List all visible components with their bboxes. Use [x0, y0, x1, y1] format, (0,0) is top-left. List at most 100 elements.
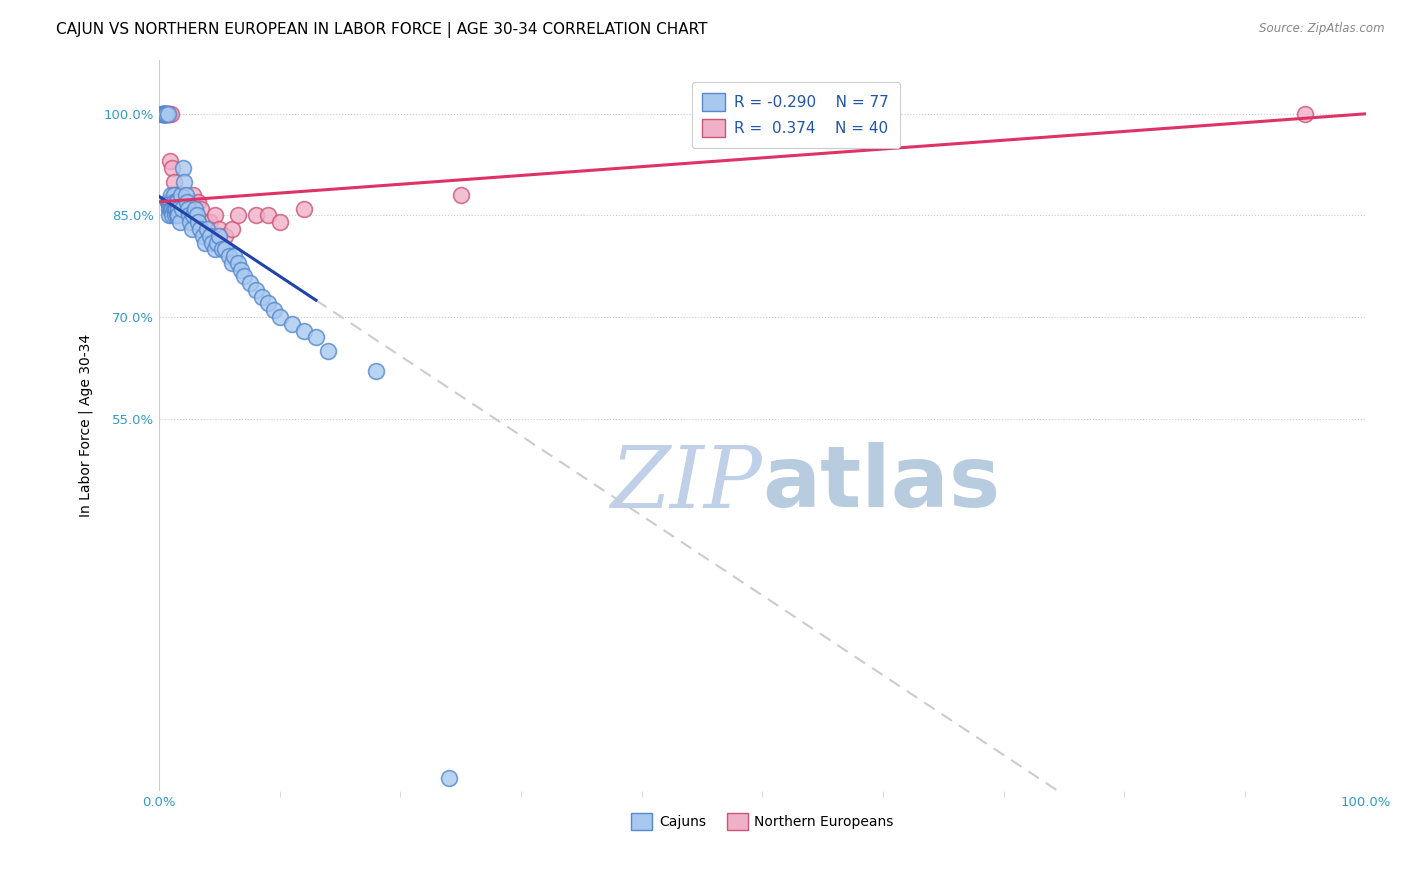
Point	[181, 188, 204, 202]
Point	[174, 188, 197, 202]
Point	[165, 194, 187, 209]
Point	[162, 194, 184, 209]
Point	[194, 215, 217, 229]
Point	[153, 107, 176, 121]
Point	[160, 202, 183, 216]
Point	[292, 202, 315, 216]
Point	[155, 107, 177, 121]
Point	[187, 215, 209, 229]
Point	[170, 194, 193, 209]
Point	[172, 194, 194, 209]
Point	[184, 202, 207, 216]
Point	[204, 208, 226, 222]
Point	[157, 194, 180, 209]
Point	[152, 107, 174, 121]
Point	[208, 222, 231, 236]
Point	[292, 324, 315, 338]
Point	[162, 161, 184, 175]
Point	[169, 194, 191, 209]
Point	[269, 215, 291, 229]
Point	[188, 222, 211, 236]
Point	[221, 222, 243, 236]
Point	[232, 269, 254, 284]
Text: CAJUN VS NORTHERN EUROPEAN IN LABOR FORCE | AGE 30-34 CORRELATION CHART: CAJUN VS NORTHERN EUROPEAN IN LABOR FORC…	[56, 22, 707, 38]
Point	[201, 235, 224, 250]
Point	[214, 242, 236, 256]
Point	[172, 161, 194, 175]
Point	[157, 107, 180, 121]
Point	[167, 202, 190, 216]
Point	[153, 107, 176, 121]
Point	[218, 249, 240, 263]
Point	[163, 202, 186, 216]
Point	[153, 107, 176, 121]
Point	[191, 228, 214, 243]
Point	[190, 202, 212, 216]
Point	[156, 107, 179, 121]
Point	[162, 202, 184, 216]
Point	[150, 107, 173, 121]
Point	[173, 175, 195, 189]
Y-axis label: In Labor Force | Age 30-34: In Labor Force | Age 30-34	[79, 334, 93, 517]
Point	[316, 343, 339, 358]
Point	[211, 242, 233, 256]
Point	[166, 194, 188, 209]
Point	[187, 194, 209, 209]
Point	[169, 215, 191, 229]
Point	[198, 228, 221, 243]
Point	[281, 317, 304, 331]
Point	[156, 107, 179, 121]
Point	[155, 107, 177, 121]
Text: Source: ZipAtlas.com: Source: ZipAtlas.com	[1260, 22, 1385, 36]
Point	[179, 215, 201, 229]
Point	[366, 364, 388, 378]
Point	[174, 194, 197, 209]
Point	[256, 208, 278, 222]
Point	[155, 107, 177, 121]
Point	[221, 256, 243, 270]
Point	[166, 208, 188, 222]
Point	[177, 194, 200, 209]
Point	[166, 188, 188, 202]
Point	[1295, 107, 1317, 121]
Point	[186, 208, 208, 222]
Point	[162, 188, 184, 202]
Point	[153, 107, 176, 121]
Point	[167, 188, 190, 202]
Point	[155, 107, 177, 121]
Point	[150, 107, 173, 121]
Text: atlas: atlas	[762, 442, 1001, 525]
Point	[170, 202, 193, 216]
Point	[176, 194, 198, 209]
Text: ZIP: ZIP	[610, 442, 762, 525]
Point	[184, 202, 207, 216]
Point	[165, 202, 187, 216]
Point	[163, 208, 186, 222]
Point	[159, 194, 181, 209]
Point	[162, 208, 184, 222]
Legend: Cajuns, Northern Europeans: Cajuns, Northern Europeans	[626, 807, 900, 836]
Point	[197, 222, 219, 236]
Point	[437, 771, 460, 785]
Point	[180, 222, 202, 236]
Point	[305, 330, 328, 344]
Point	[179, 208, 201, 222]
Point	[156, 107, 179, 121]
Point	[160, 107, 183, 121]
Point	[222, 249, 245, 263]
Point	[208, 228, 231, 243]
Point	[159, 154, 181, 169]
Point	[226, 208, 249, 222]
Point	[245, 283, 267, 297]
Point	[170, 188, 193, 202]
Point	[162, 175, 184, 189]
Point	[226, 256, 249, 270]
Point	[179, 194, 201, 209]
Point	[177, 202, 200, 216]
Point	[198, 215, 221, 229]
Point	[450, 188, 472, 202]
Point	[181, 208, 204, 222]
Point	[167, 208, 190, 222]
Point	[159, 202, 181, 216]
Point	[156, 194, 179, 209]
